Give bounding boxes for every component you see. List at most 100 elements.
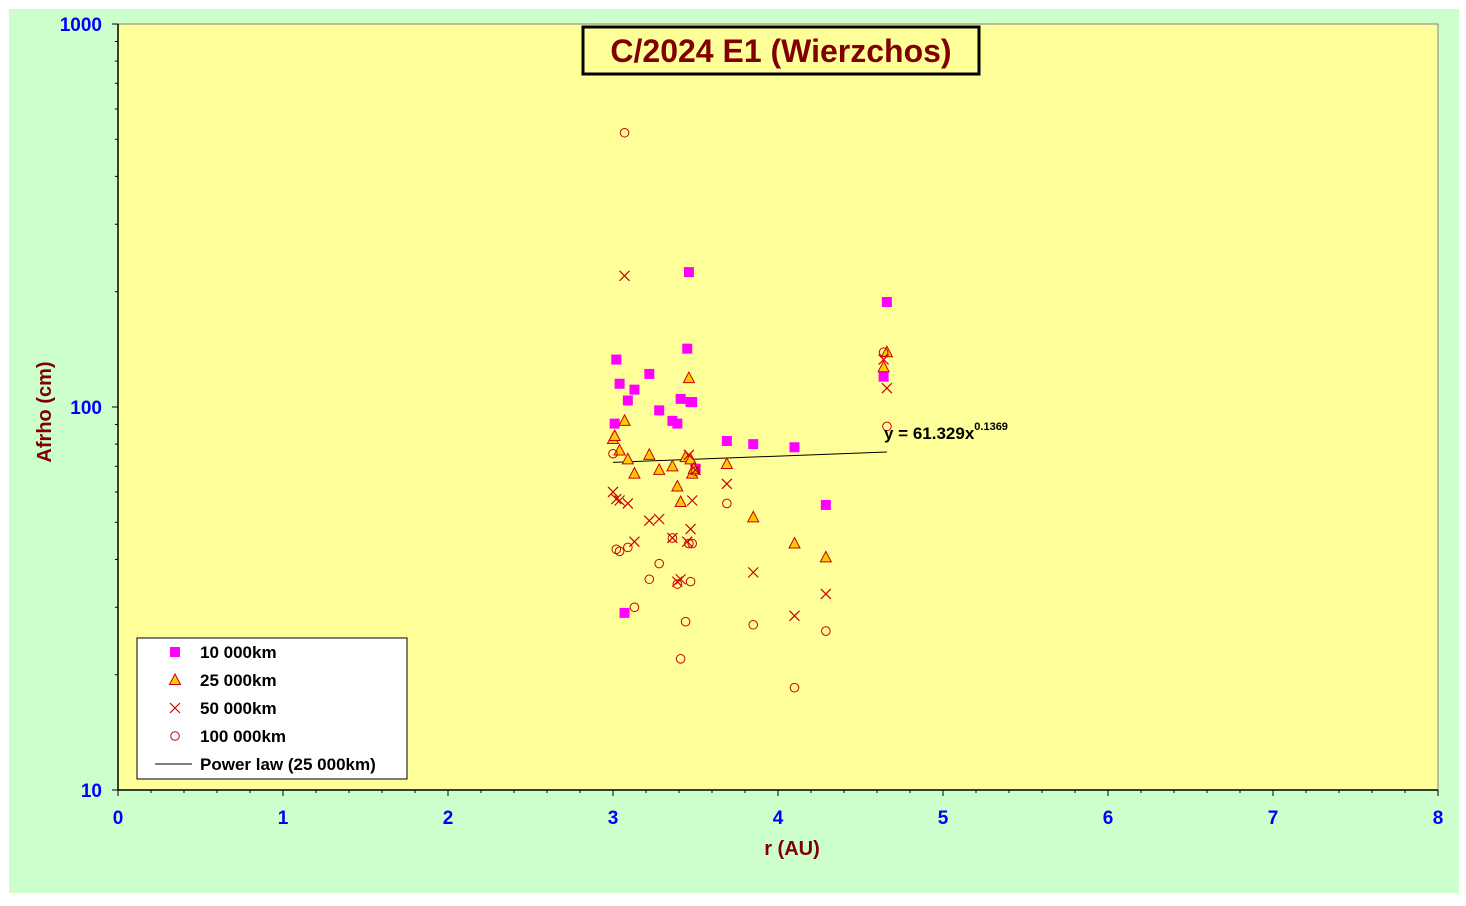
point-triangle: [666, 459, 679, 472]
point-circle: [623, 542, 633, 553]
point-square: [682, 343, 693, 354]
point-square: [721, 436, 732, 447]
point-triangle: [720, 456, 734, 469]
legend-label: 25 000km: [200, 671, 277, 690]
point-circle: [687, 538, 698, 549]
legend-label: 10 000km: [200, 643, 277, 662]
y-axis-label: Afrho (cm): [34, 361, 56, 462]
point-circle: [748, 619, 759, 630]
legend-label: 100 000km: [200, 727, 286, 746]
point-triangle: [682, 370, 696, 384]
point-x: [747, 566, 759, 578]
point-x: [681, 536, 693, 548]
point-x: [683, 449, 695, 461]
x-tick-label: 1: [278, 808, 289, 829]
x-tick-label: 7: [1268, 808, 1279, 829]
point-triangle: [819, 550, 833, 563]
legend: 10 000km 25 000km 50 000km 100 000km Power l…: [136, 637, 408, 780]
point-x: [685, 523, 696, 535]
point-circle: [629, 602, 640, 613]
point-x: [619, 270, 630, 282]
legend-x-swatch: [169, 702, 181, 714]
axes: 0 1 2 3 4 5 6 7 8 10 100 1000: [60, 15, 1444, 829]
legend-label: Power law (25 000km): [200, 755, 376, 774]
point-square: [672, 418, 683, 429]
point-square: [675, 393, 686, 404]
point-triangle: [608, 428, 621, 442]
legend-square-swatch: [170, 647, 180, 657]
point-circle: [878, 347, 889, 358]
data-marks: [606, 127, 894, 693]
point-triangle: [671, 479, 684, 492]
point-square: [609, 418, 620, 429]
point-square: [614, 378, 625, 389]
point-square: [611, 354, 622, 365]
point-circle: [789, 682, 800, 693]
fit-equation: y = 61.329x0.1369: [884, 421, 1008, 443]
point-square: [654, 405, 665, 416]
point-x: [622, 498, 634, 509]
point-circle: [654, 558, 665, 569]
point-circle: [685, 576, 696, 587]
x-tick-label: 5: [938, 808, 949, 829]
legend-label: 50 000km: [200, 699, 277, 718]
point-x: [789, 610, 800, 622]
point-circle: [675, 654, 686, 664]
point-x: [686, 495, 698, 506]
point-circle: [619, 127, 630, 138]
point-square: [644, 368, 655, 379]
point-square: [687, 397, 698, 408]
x-tick-label: 8: [1433, 808, 1444, 829]
point-x: [614, 495, 626, 506]
point-triangle: [746, 510, 760, 523]
point-square: [878, 371, 889, 382]
point-x: [643, 515, 655, 527]
point-triangle: [642, 447, 656, 460]
y-tick-label: 10: [81, 781, 102, 802]
legend-items: 10 000km 25 000km 50 000km 100 000km Power l…: [155, 643, 376, 774]
point-circle: [684, 538, 694, 549]
point-circle: [882, 421, 892, 432]
point-square: [619, 607, 630, 618]
chart-title-box: C/2024 E1 (Wierzchos): [581, 25, 981, 76]
point-x: [610, 493, 622, 505]
x-tick-label: 2: [443, 808, 454, 829]
point-square: [683, 267, 694, 278]
x-tick-label: 3: [608, 808, 619, 829]
legend-triangle-swatch: [168, 672, 182, 685]
point-x: [675, 573, 687, 585]
point-square: [622, 395, 633, 406]
point-x: [607, 486, 619, 498]
power-law-fit: [612, 451, 887, 463]
point-x: [881, 382, 893, 394]
point-circle: [821, 626, 831, 636]
point-triangle: [788, 536, 801, 549]
point-square: [748, 439, 759, 450]
point-square: [789, 442, 800, 453]
x-tick-label: 0: [113, 808, 124, 829]
point-triangle: [877, 360, 890, 373]
x-tick-label: 6: [1103, 808, 1114, 829]
point-circle: [722, 498, 732, 509]
point-circle: [667, 533, 678, 543]
legend-box: [136, 637, 408, 780]
point-circle: [608, 448, 618, 459]
point-circle: [690, 466, 701, 476]
point-x: [671, 576, 683, 588]
x-tick-label: 4: [773, 808, 784, 829]
point-square: [881, 296, 892, 307]
point-circle: [614, 546, 625, 557]
point-x: [878, 354, 890, 365]
point-triangle: [674, 494, 687, 507]
title-frame: [581, 25, 981, 76]
fit-exponent: 0.1369: [974, 421, 1008, 433]
point-square: [820, 499, 831, 510]
point-circle: [644, 574, 655, 585]
point-triangle: [628, 466, 641, 479]
point-x: [690, 464, 701, 476]
chart-title: C/2024 E1 (Wierzchos): [610, 33, 951, 69]
point-x: [653, 513, 665, 525]
point-triangle: [618, 413, 631, 426]
